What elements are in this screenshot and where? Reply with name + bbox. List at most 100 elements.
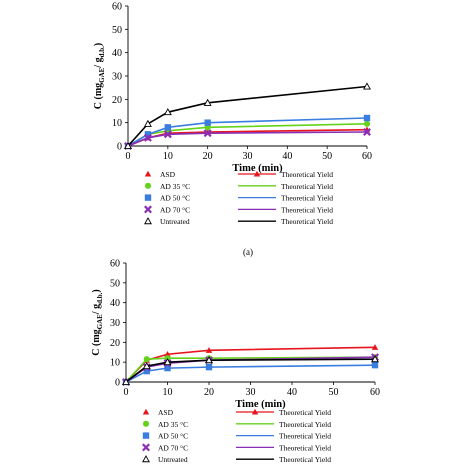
y-tick-label: 60 — [112, 2, 122, 13]
legend-label: AD 35 °C — [158, 420, 188, 429]
y-tick-label: 0 — [115, 378, 120, 389]
legend-marker — [144, 182, 152, 189]
legend-marker-stroke-2 — [142, 443, 150, 452]
y-tick-label: 20 — [112, 95, 122, 106]
legend-marker — [144, 217, 152, 225]
data-point — [371, 355, 379, 363]
series-line-2 — [125, 364, 376, 383]
y-tick-label: 0 — [117, 142, 122, 153]
data-point — [363, 128, 371, 136]
legend-label: AD 70 °C — [158, 443, 188, 452]
y-axis-label-ylabel-main: C (mg — [93, 83, 104, 109]
x-axis-label: Time (min) — [232, 163, 283, 174]
data-point — [143, 119, 152, 127]
data-point — [363, 120, 371, 127]
y-axis-label-ylabel-main: C (mg — [91, 329, 102, 355]
legend-label: AD 35 °C — [160, 182, 190, 191]
legend-line-marker — [251, 408, 259, 415]
legend-label: AD 50 °C — [160, 194, 190, 203]
legend-label: Theoretical Yield — [279, 455, 331, 464]
legend-label: Untreated — [158, 455, 188, 464]
legend-marker — [142, 408, 150, 415]
y-axis-label: C (mgGAE/ gd.b.) — [93, 43, 106, 109]
legend-marker — [144, 205, 152, 214]
data-point — [164, 124, 172, 131]
legend-label: Theoretical Yield — [281, 170, 333, 179]
x-tick-label: 50 — [322, 151, 332, 162]
data-point-stroke-2 — [163, 130, 172, 139]
x-tick-label: 0 — [124, 387, 129, 398]
data-point — [143, 367, 150, 375]
legend-label: Theoretical Yield — [281, 194, 333, 203]
y-axis-label-ylabel-mid: / g — [93, 57, 104, 68]
data-point — [164, 364, 171, 372]
y-tick-label: 30 — [112, 72, 122, 83]
data-point-stroke-2 — [143, 133, 152, 142]
legend-label: ASD — [158, 408, 174, 417]
y-tick-label: 50 — [110, 278, 120, 289]
data-point — [164, 351, 171, 357]
x-tick-label: 30 — [246, 387, 256, 398]
legend-marker — [144, 194, 152, 201]
x-tick-label: 40 — [282, 151, 292, 162]
legend-marker — [142, 420, 150, 427]
x-tick-label: 60 — [362, 151, 372, 162]
data-point — [205, 356, 213, 364]
legend-label: Theoretical Yield — [281, 205, 333, 214]
y-axis-label-ylabel-sub1: GAE — [96, 314, 104, 330]
data-point — [124, 141, 132, 150]
data-point — [163, 130, 172, 139]
y-tick-label: 40 — [110, 298, 120, 309]
legend-label: AD 70 °C — [160, 205, 190, 214]
y-tick-label: 10 — [110, 358, 120, 369]
x-tick-label: 10 — [163, 151, 173, 162]
legend-label: Theoretical Yield — [279, 443, 331, 452]
x-tick-label: 10 — [163, 387, 173, 398]
legend-label: AD 50 °C — [158, 432, 188, 441]
x-axis-label: Time (min) — [235, 399, 286, 410]
y-axis-label-ylabel-mid: / g — [91, 304, 102, 315]
chart-panel-a: 0 10 20 30 40 50 60 0 10 20 30 40 50 60 Time (min) C (m… — [93, 2, 372, 227]
data-point — [143, 356, 150, 363]
data-point — [205, 347, 213, 353]
x-tick-label: 30 — [243, 151, 253, 162]
series-line-1 — [125, 356, 376, 383]
legend-marker — [142, 443, 150, 452]
data-point — [371, 361, 379, 369]
legend-label: Theoretical Yield — [279, 408, 331, 417]
legend-label: Theoretical Yield — [281, 182, 333, 191]
legend-label: Theoretical Yield — [279, 420, 331, 429]
legend-marker — [142, 432, 150, 439]
data-point — [122, 377, 130, 386]
y-axis-label-ylabel-sub1: GAE — [98, 67, 106, 83]
data-point — [163, 108, 172, 116]
x-tick-label: 60 — [370, 387, 380, 398]
data-point — [371, 344, 379, 350]
legend-label: Untreated — [160, 217, 190, 226]
series-line-4 — [127, 85, 368, 147]
y-axis-label-ylabel-sub2: d.b. — [98, 46, 106, 58]
y-axis-label: C (mgGAE/ gd.b.) — [91, 289, 104, 355]
data-point — [203, 98, 212, 106]
legend-marker — [142, 455, 150, 463]
y-tick-label: 40 — [112, 48, 122, 59]
data-point — [144, 131, 152, 138]
y-axis-label-ylabel-end: ) — [91, 289, 102, 292]
series-line-4 — [125, 358, 376, 383]
y-tick-label: 20 — [110, 338, 120, 349]
y-tick-label: 10 — [112, 118, 122, 129]
legend-marker-stroke-2 — [144, 205, 152, 214]
data-point — [142, 362, 151, 370]
data-point — [204, 119, 211, 126]
y-tick-label: 30 — [110, 318, 120, 329]
data-point — [203, 129, 212, 138]
legend-label: Theoretical Yield — [281, 217, 333, 226]
y-tick-label: 50 — [112, 25, 122, 36]
legend-label: Theoretical Yield — [279, 432, 331, 441]
y-axis-label-ylabel-sub2: d.b. — [96, 292, 104, 304]
chart-panel-b: 0 10 20 30 40 50 60 0 10 20 30 40 50 60 Time (min) C (m… — [91, 259, 380, 465]
data-point-stroke-2 — [203, 129, 212, 138]
x-tick-label: 20 — [203, 151, 213, 162]
x-tick-label: 0 — [126, 151, 131, 162]
